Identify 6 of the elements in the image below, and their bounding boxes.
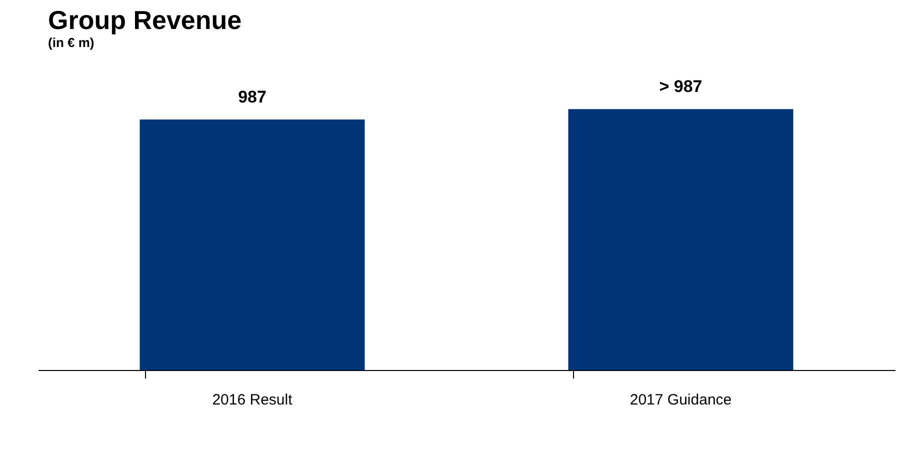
data-label: > 987 — [659, 77, 702, 96]
chart-subtitle: (in € m) — [48, 35, 94, 50]
x-tick-label: 2016 Result — [212, 392, 294, 408]
chart-title: Group Revenue — [48, 5, 242, 35]
x-tick-label: 2017 Guidance — [630, 392, 732, 408]
data-label: 987 — [238, 88, 266, 107]
